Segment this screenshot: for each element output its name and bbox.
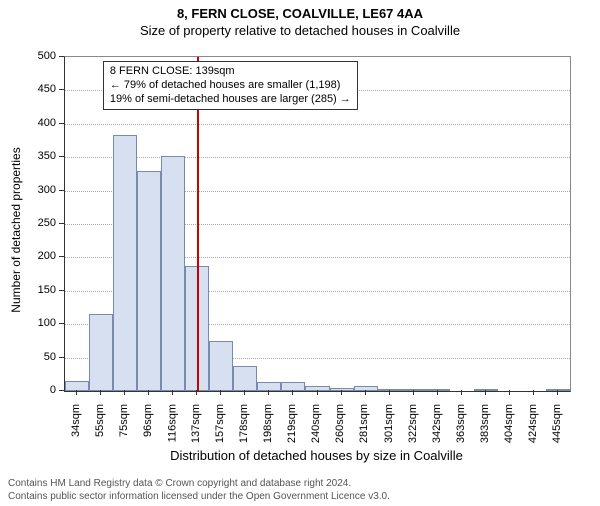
xtick-label: 75sqm [118, 404, 130, 437]
xtick-label: 198sqm [262, 404, 274, 443]
footer-line-1: Contains HM Land Registry data © Crown c… [8, 478, 351, 489]
ytick-label: 50 [44, 351, 56, 363]
xaxis-label: Distribution of detached houses by size … [64, 448, 569, 463]
histogram-bar [233, 366, 257, 391]
xtick-label: 301sqm [383, 404, 395, 443]
xtick-label: 383sqm [479, 404, 491, 443]
histogram-bar [65, 381, 89, 391]
xtick-label: 157sqm [214, 404, 226, 443]
xtick-label: 219sqm [286, 404, 298, 443]
annotation-line: 8 FERN CLOSE: 139sqm [110, 65, 351, 79]
xtick-label: 342sqm [431, 404, 443, 443]
annotation-line: 19% of semi-detached houses are larger (… [110, 93, 351, 107]
xtick-label: 424sqm [527, 404, 539, 443]
ytick-label: 450 [38, 83, 56, 95]
ytick-label: 100 [38, 317, 56, 329]
xtick-label: 55sqm [94, 404, 106, 437]
histogram-bar [161, 156, 185, 391]
ytick-label: 250 [38, 217, 56, 229]
histogram-bar [137, 171, 161, 391]
xtick-label: 404sqm [503, 404, 515, 443]
ytick-label: 500 [38, 50, 56, 62]
ytick-label: 150 [38, 284, 56, 296]
xtick-label: 260sqm [335, 404, 347, 443]
xtick-label: 178sqm [238, 404, 250, 443]
xtick-label: 281sqm [359, 404, 371, 443]
histogram-bar [209, 341, 233, 391]
histogram-bar [89, 314, 113, 391]
xtick-label: 240sqm [311, 404, 323, 443]
xtick-label: 116sqm [166, 404, 178, 442]
ytick-label: 0 [50, 384, 56, 396]
histogram-chart: 8 FERN CLOSE: 139sqm← 79% of detached ho… [0, 6, 600, 506]
histogram-bar [113, 135, 137, 391]
ytick-label: 300 [38, 184, 56, 196]
xtick-label: 445sqm [551, 404, 563, 443]
histogram-bar [257, 382, 281, 391]
ytick-label: 350 [38, 150, 56, 162]
xtick-label: 34sqm [70, 404, 82, 437]
annotation-line: ← 79% of detached houses are smaller (1,… [110, 79, 351, 93]
xtick-label: 363sqm [455, 404, 467, 443]
xtick-label: 322sqm [407, 404, 419, 443]
footer-line-2: Contains public sector information licen… [8, 491, 390, 502]
ytick-label: 200 [38, 250, 56, 262]
ytick-label: 400 [38, 117, 56, 129]
yaxis-label: Number of detached properties [9, 63, 23, 397]
histogram-bar [281, 382, 305, 391]
xtick-label: 96sqm [142, 404, 154, 437]
plot-area: 8 FERN CLOSE: 139sqm← 79% of detached ho… [64, 56, 571, 392]
annotation-box: 8 FERN CLOSE: 139sqm← 79% of detached ho… [103, 61, 358, 110]
xtick-label: 137sqm [190, 404, 202, 443]
